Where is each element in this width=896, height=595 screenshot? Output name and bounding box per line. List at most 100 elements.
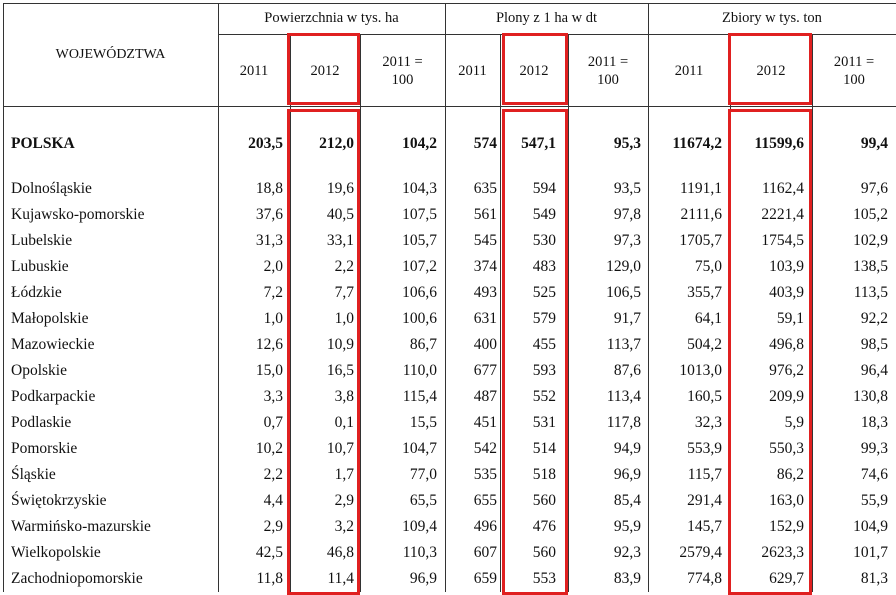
region-name: Opolskie (11, 362, 67, 379)
column-header: 2011 = 100 (587, 54, 629, 88)
cell-value: 97,6 (860, 180, 888, 197)
cell-value: 531 (532, 414, 556, 431)
cell-value: 374 (473, 258, 497, 275)
cell-value: 553,9 (687, 440, 722, 457)
cell-value: 11674,2 (672, 135, 722, 152)
rule (568, 34, 569, 592)
cell-value: 130,8 (853, 388, 888, 405)
cell-value: 593 (532, 362, 556, 379)
region-name: Świętokrzyskie (11, 492, 107, 509)
cell-value: 117,8 (606, 414, 641, 431)
cell-value: 545 (473, 232, 497, 249)
cell-value: 110,0 (402, 362, 437, 379)
cell-value: 104,7 (402, 440, 437, 457)
cell-value: 607 (473, 544, 497, 561)
cell-value: 102,9 (853, 232, 888, 249)
cell-value: 138,5 (853, 258, 888, 275)
cell-value: 19,6 (326, 180, 354, 197)
cell-value: 11599,6 (754, 135, 804, 152)
cell-value: 2,0 (263, 258, 283, 275)
cell-value: 85,4 (613, 492, 641, 509)
column-header: 2012 (519, 63, 549, 79)
cell-value: 561 (473, 206, 497, 223)
cell-value: 403,9 (769, 284, 804, 301)
cell-value: 145,7 (687, 518, 722, 535)
cell-value: 774,8 (687, 570, 722, 587)
cell-value: 1,0 (334, 310, 354, 327)
region-name: Lubuskie (11, 258, 69, 275)
cell-value: 92,2 (860, 310, 888, 327)
cell-value: 113,5 (853, 284, 888, 301)
cell-value: 75,0 (694, 258, 722, 275)
cell-value: 7,2 (263, 284, 283, 301)
cell-value: 542 (473, 440, 497, 457)
cell-value: 11,8 (256, 570, 283, 587)
cell-value: 104,2 (402, 135, 437, 152)
region-name: Zachodniopomorskie (11, 570, 143, 587)
cell-value: 552 (532, 388, 556, 405)
cell-value: 574 (473, 135, 497, 152)
cell-value: 10,7 (326, 440, 354, 457)
highlight-box (287, 33, 360, 105)
cell-value: 655 (473, 492, 497, 509)
cell-value: 99,4 (860, 135, 888, 152)
cell-value: 152,9 (769, 518, 804, 535)
cell-value: 92,3 (613, 544, 641, 561)
cell-value: 77,0 (409, 466, 437, 483)
cell-value: 476 (532, 518, 556, 535)
cell-value: 1754,5 (761, 232, 804, 249)
cell-value: 115,7 (687, 466, 722, 483)
cell-value: 83,9 (613, 570, 641, 587)
cell-value: 104,3 (402, 180, 437, 197)
rule (812, 34, 813, 592)
cell-value: 109,4 (402, 518, 437, 535)
cell-value: 677 (473, 362, 497, 379)
column-header: 2011 = 100 (382, 54, 423, 88)
cell-value: 42,5 (255, 544, 283, 561)
cell-value: 96,4 (860, 362, 888, 379)
highlight-box (502, 33, 568, 105)
rule (445, 3, 446, 592)
cell-value: 46,8 (326, 544, 354, 561)
rule (360, 34, 361, 592)
rule (218, 3, 219, 592)
rule (3, 3, 4, 592)
cell-value: 105,7 (402, 232, 437, 249)
cell-value: 1191,1 (679, 180, 722, 197)
cell-value: 579 (532, 310, 556, 327)
cell-value: 97,3 (613, 232, 641, 249)
cell-value: 95,9 (613, 518, 641, 535)
cell-value: 101,7 (853, 544, 888, 561)
cell-value: 2,9 (263, 518, 283, 535)
rule (500, 34, 501, 592)
cell-value: 2111,6 (680, 206, 722, 223)
region-name: Śląskie (11, 466, 56, 483)
cell-value: 107,2 (402, 258, 437, 275)
cell-value: 553 (532, 570, 556, 587)
cell-value: 86,7 (409, 336, 437, 353)
cell-value: 15,5 (409, 414, 437, 431)
region-name: Łódzkie (11, 284, 62, 301)
highlight-box (287, 109, 360, 595)
cell-value: 105,2 (853, 206, 888, 223)
cell-value: 100,6 (402, 310, 437, 327)
group-header: Powierzchnia w tys. ha (264, 10, 399, 26)
cell-value: 209,9 (769, 388, 804, 405)
cell-value: 110,3 (402, 544, 437, 561)
region-name: Podlaskie (11, 414, 72, 431)
cell-value: 3,3 (263, 388, 283, 405)
cell-value: 2579,4 (679, 544, 722, 561)
cell-value: 631 (473, 310, 497, 327)
cell-value: 12,6 (255, 336, 283, 353)
cell-value: 504,2 (687, 336, 722, 353)
cell-value: 163,0 (769, 492, 804, 509)
cell-value: 113,4 (606, 388, 641, 405)
cell-value: 3,2 (334, 518, 354, 535)
cell-value: 106,5 (606, 284, 641, 301)
cell-value: 16,5 (326, 362, 354, 379)
cell-value: 1162,4 (761, 180, 804, 197)
cell-value: 129,0 (606, 258, 641, 275)
rule (290, 34, 291, 592)
group-header: Zbiory w tys. ton (722, 10, 822, 26)
cell-value: 18,3 (860, 414, 888, 431)
